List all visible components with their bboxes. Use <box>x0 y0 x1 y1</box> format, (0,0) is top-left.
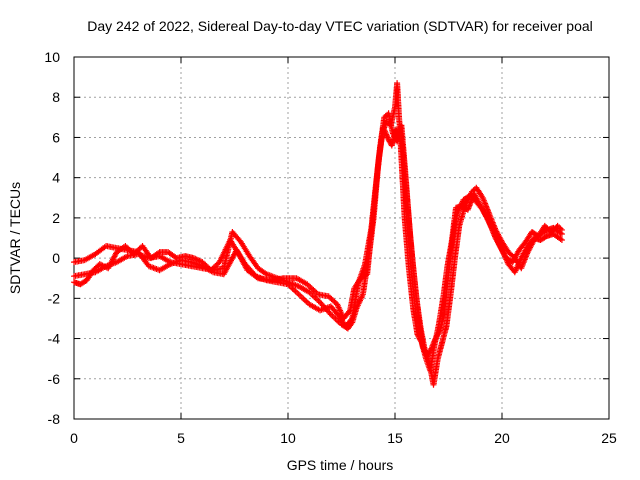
x-tick-label: 10 <box>280 430 296 446</box>
x-tick-label: 25 <box>601 430 617 446</box>
data-series <box>71 124 565 374</box>
y-tick-label: -6 <box>48 371 61 387</box>
y-tick-label: 8 <box>52 89 60 105</box>
data-point-markers <box>71 110 565 360</box>
x-tick-label: 15 <box>387 430 403 446</box>
data-series <box>71 110 565 360</box>
y-axis-label: SDTVAR / TECUs <box>7 182 23 294</box>
x-tick-label: 0 <box>70 430 78 446</box>
data-points <box>71 80 565 388</box>
y-tick-label: 4 <box>52 170 60 186</box>
y-tick-label: 10 <box>44 49 60 65</box>
y-tick-label: 0 <box>52 250 60 266</box>
axes: 0 5 10 15 20 25 -8 -6 -4 -2 0 2 4 6 8 10 <box>44 49 617 446</box>
chart-title: Day 242 of 2022, Sidereal Day-to-day VTE… <box>87 18 593 34</box>
x-tick-label: 20 <box>494 430 510 446</box>
plot-frame <box>73 56 610 420</box>
y-tick-label: -4 <box>48 331 61 347</box>
y-tick-label: 6 <box>52 129 60 145</box>
y-tick-label: 2 <box>52 210 60 226</box>
x-tick-label: 5 <box>177 430 185 446</box>
x-axis-label: GPS time / hours <box>287 457 394 473</box>
y-tick-label: -8 <box>48 411 61 427</box>
y-tick-label: -2 <box>48 290 61 306</box>
data-point-markers <box>71 124 565 374</box>
